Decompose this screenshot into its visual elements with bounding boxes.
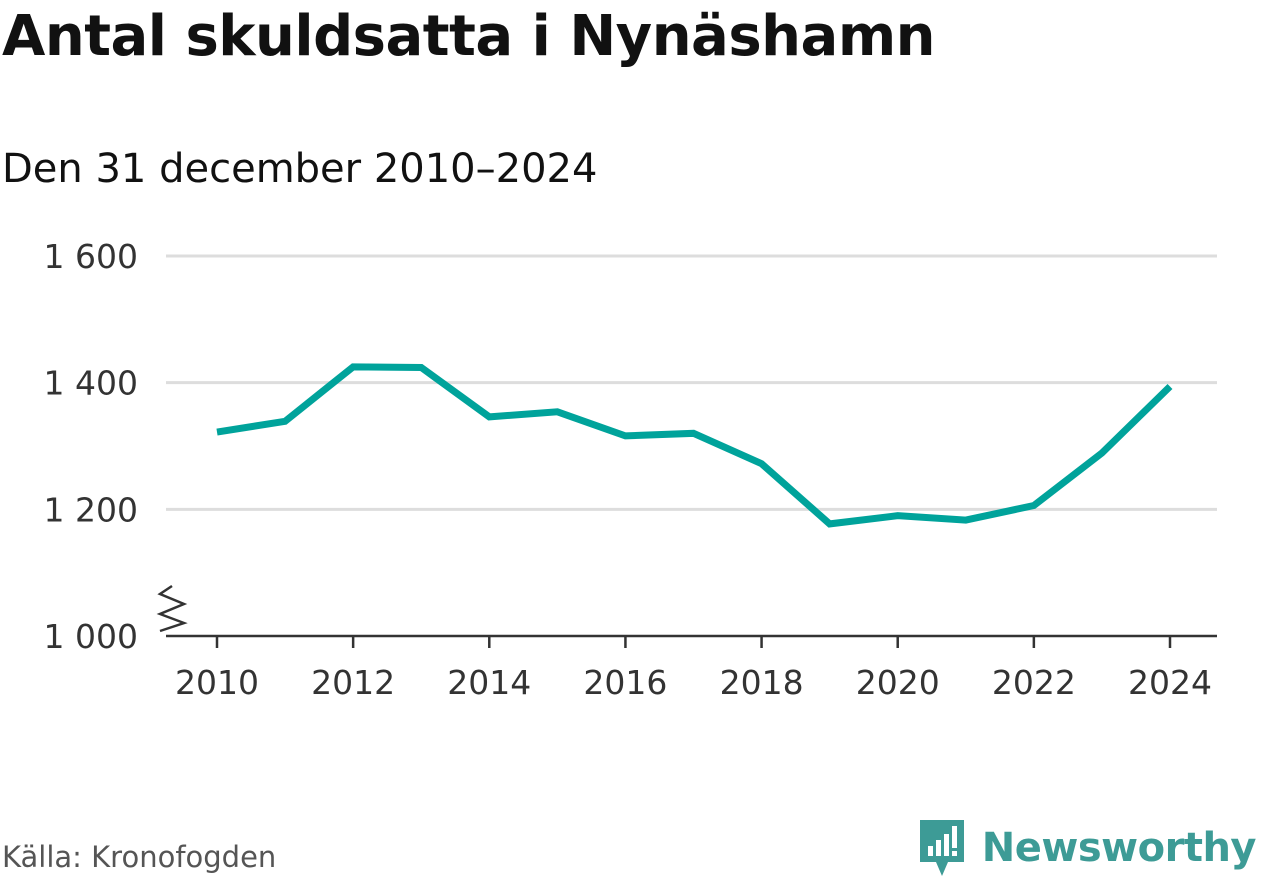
chart-title: Antal skuldsatta i Nynäshamn [2,4,936,69]
y-axis-ticks: 1 000 1 200 1 400 1 600 [44,237,138,656]
y-tick-label-1400: 1 400 [44,364,138,403]
gridlines [166,254,1217,511]
x-tick-label-2010: 2010 [175,663,259,702]
chart-subtitle: Den 31 december 2010–2024 [2,146,598,192]
series-line-0 [216,363,1173,528]
brand-logo: Newsworthy [918,818,1257,878]
x-tick-label-2024: 2024 [1128,663,1212,702]
y-tick-label-1600: 1 600 [44,237,138,276]
axis-break [156,584,188,633]
x-tick-label-2020: 2020 [856,663,940,702]
x-axis [156,584,1217,638]
x-tick-label-2018: 2018 [720,663,804,702]
y-tick-label-1000: 1 000 [44,617,138,656]
x-tick-label-2016: 2016 [583,663,667,702]
x-axis-ticks: 2010 2012 2014 2016 2018 2020 2022 2024 [175,636,1212,702]
newsworthy-icon [919,820,964,876]
source-note: Källa: Kronofogden [2,840,277,874]
x-tick-label-2014: 2014 [447,663,531,702]
x-tick-label-2022: 2022 [992,663,1076,702]
x-tick-label-2012: 2012 [311,663,395,702]
brand-name: Newsworthy [981,825,1257,871]
y-tick-label-1200: 1 200 [44,490,138,529]
series [216,363,1173,528]
